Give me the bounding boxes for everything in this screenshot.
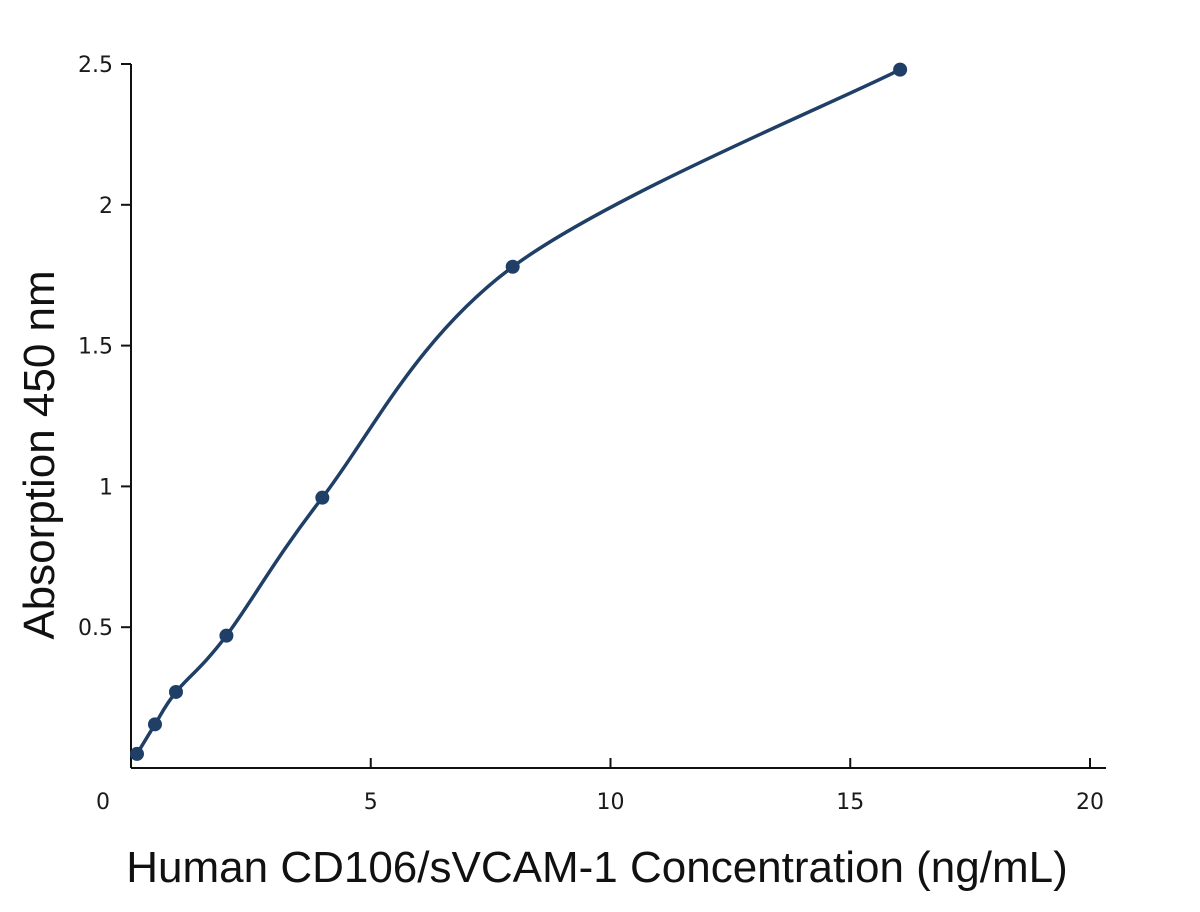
x-axis-title: Human CD106/sVCAM-1 Concentration (ng/mL…: [126, 843, 1068, 892]
x-tick-label: 10: [597, 790, 625, 815]
y-tick-label: 2: [99, 194, 113, 219]
y-tick-label: 0.5: [78, 616, 113, 641]
data-point: [315, 490, 330, 505]
data-point: [505, 259, 520, 274]
x-tick-label: 5: [364, 790, 378, 815]
data-point: [147, 717, 162, 732]
y-axis-title: Absorption 450 nm: [15, 270, 64, 639]
y-tick-label: 2.5: [78, 53, 113, 78]
x-ticks: 0 5 10 15 20: [96, 758, 1104, 815]
x-tick-label: 15: [836, 790, 864, 815]
data-point: [129, 746, 144, 761]
fit-curve: [135, 68, 901, 755]
axes: [130, 64, 1106, 769]
data-point: [168, 684, 183, 699]
y-tick-label: 1: [99, 475, 113, 500]
data-points: [129, 62, 908, 761]
y-ticks: 0.5 1 1.5 2 2.5: [78, 53, 131, 641]
x-tick-label: 0: [96, 790, 110, 815]
data-point: [893, 62, 908, 77]
y-tick-label: 1.5: [78, 335, 113, 360]
data-point: [219, 628, 234, 643]
x-tick-label: 20: [1076, 790, 1104, 815]
